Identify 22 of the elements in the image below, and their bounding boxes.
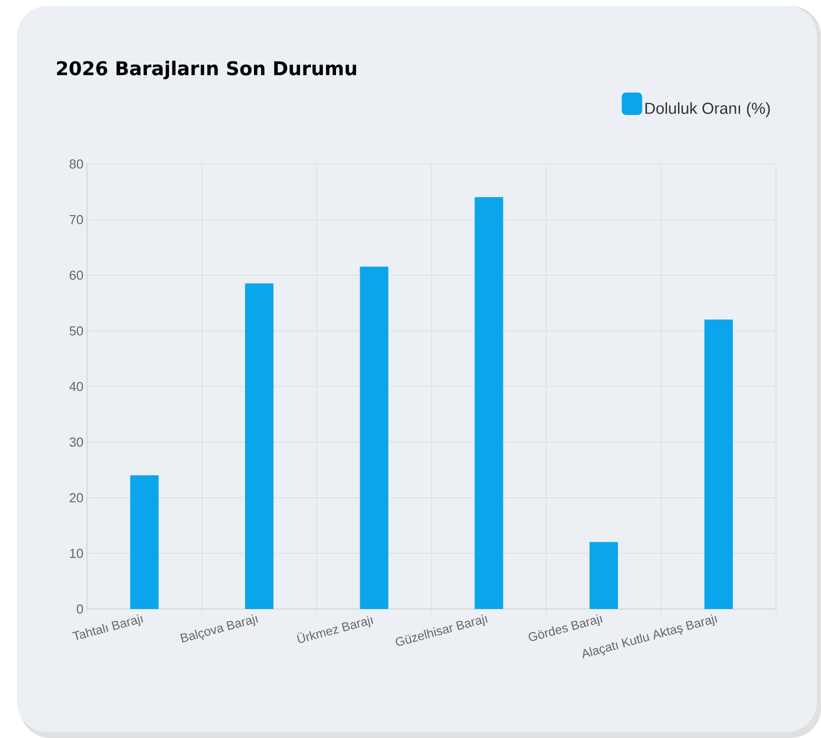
bar: [590, 542, 618, 609]
y-tick-label: 20: [70, 493, 83, 502]
bar: [245, 283, 274, 609]
x-tick-label: Güzelhisar Barajı: [396, 614, 488, 646]
y-tick-label: 40: [69, 382, 83, 392]
y-tick-label: 80: [70, 159, 83, 169]
x-tick-label: Balçova Barajı: [180, 614, 258, 643]
y-tick-label: 30: [70, 438, 83, 447]
x-tick-label: Tahtalı Barajı: [72, 614, 144, 640]
bar: [474, 197, 504, 609]
y-tick-label: 0: [76, 604, 83, 614]
bar: [130, 475, 159, 609]
bar: [360, 266, 388, 609]
x-tick-label: Ürkmez Barajı: [296, 616, 374, 643]
y-tick-label: 50: [70, 326, 83, 336]
chart-title: 2026 Barajların Son Durumu: [57, 60, 356, 80]
y-tick-label: 60: [70, 270, 83, 280]
bar: [704, 320, 733, 609]
y-tick-label: 10: [70, 548, 83, 558]
y-tick-label: 70: [70, 215, 83, 224]
x-tick-label: Gördes Barajı: [528, 614, 602, 641]
legend-label: Doluluk Oranı (%): [645, 102, 770, 118]
